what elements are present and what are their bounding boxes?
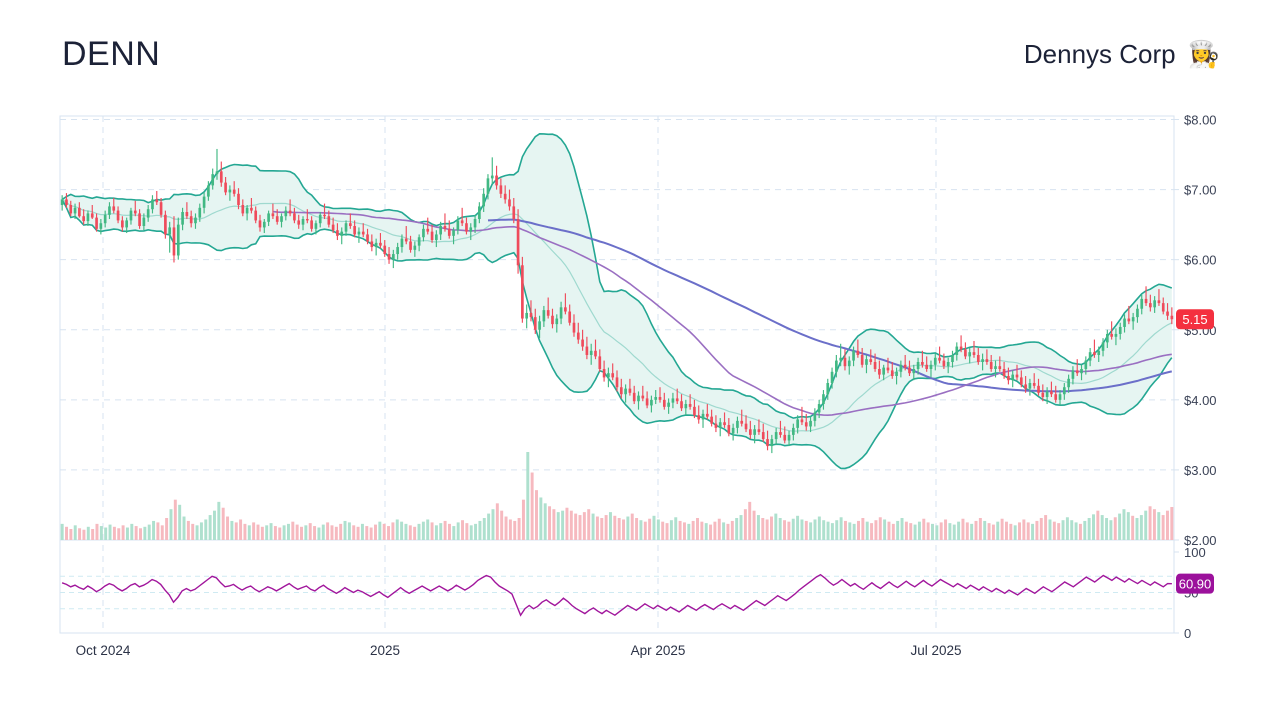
svg-text:60.90: 60.90 (1179, 577, 1212, 592)
svg-text:5.15: 5.15 (1182, 312, 1207, 327)
company-identity: Dennys Corp 👩‍🍳 (1024, 41, 1220, 67)
price-tick-label: $2.00 (1184, 533, 1217, 548)
date-tick-label: Apr 2025 (631, 643, 686, 658)
candlestick-series (60, 148, 1174, 454)
rsi-tick-label: 0 (1184, 626, 1191, 641)
price-tick-label: $4.00 (1184, 393, 1217, 408)
price-tick-label: $3.00 (1184, 463, 1217, 478)
date-tick-label: Jul 2025 (910, 643, 961, 658)
date-axis: Oct 2024 2025 Apr 2025 Jul 2025 (76, 643, 962, 658)
value-badges: 5.15 60.90 (1176, 309, 1214, 594)
last-price-badge: 5.15 (1176, 309, 1214, 330)
moving-average-lines (272, 210, 1173, 417)
rsi-tick-label: 100 (1184, 545, 1206, 560)
price-axis: $8.00$7.00$6.00$5.00$4.00$3.00$2.0010050… (1174, 113, 1217, 641)
woman-cook-emoji: 👩‍🍳 (1187, 39, 1220, 69)
date-tick-label: Oct 2024 (76, 643, 131, 658)
date-tick-label: 2025 (370, 643, 400, 658)
company-name: Dennys Corp (1023, 39, 1176, 69)
rsi-series (60, 573, 1174, 617)
rsi-value-badge: 60.90 (1176, 573, 1214, 594)
price-tick-label: $7.00 (1184, 183, 1217, 198)
ticker-symbol: DENN (62, 35, 161, 73)
price-tick-label: $6.00 (1184, 253, 1217, 268)
price-tick-label: $8.00 (1184, 113, 1217, 128)
chart-header: DENN Dennys Corp 👩‍🍳 (0, 0, 1280, 108)
volume-series (60, 452, 1174, 540)
